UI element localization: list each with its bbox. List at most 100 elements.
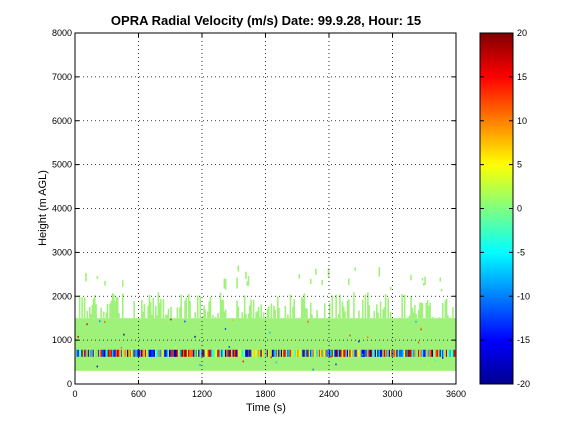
velocity-cell — [133, 349, 135, 357]
velocity-cell — [330, 349, 332, 357]
velocity-cell — [417, 341, 420, 344]
velocity-cell — [109, 349, 111, 357]
velocity-cell — [434, 359, 436, 362]
velocity-cell — [129, 349, 132, 357]
velocity-cell — [436, 349, 439, 357]
echo-column — [438, 317, 440, 319]
echo-column — [401, 294, 403, 319]
velocity-cell — [82, 349, 85, 357]
velocity-cell — [227, 349, 229, 357]
velocity-cell — [175, 349, 177, 357]
velocity-cell — [312, 368, 314, 371]
echo-column — [301, 297, 303, 319]
velocity-cell — [134, 349, 137, 357]
echo-column — [165, 314, 167, 319]
x-tick-label: 3600 — [446, 389, 466, 399]
velocity-cell — [188, 349, 190, 357]
echo-column — [114, 301, 116, 319]
velocity-cell — [273, 349, 275, 357]
y-tick-label: 8000 — [52, 28, 72, 38]
velocity-cell — [162, 349, 165, 357]
echo-column — [303, 293, 306, 319]
echo-column — [143, 303, 146, 319]
echo-column — [379, 301, 382, 319]
velocity-cell — [226, 349, 228, 357]
velocity-cell — [218, 349, 221, 357]
velocity-cell — [450, 349, 453, 357]
echo-column — [109, 303, 111, 319]
echo-column — [341, 301, 344, 319]
velocity-cell — [204, 349, 207, 357]
echo-column — [155, 305, 157, 319]
velocity-cell — [113, 349, 115, 357]
echo-column — [95, 304, 97, 319]
velocity-cell — [209, 349, 212, 357]
velocity-cell — [285, 349, 288, 357]
velocity-cell — [138, 349, 141, 357]
velocity-cell — [337, 349, 340, 357]
velocity-cell — [250, 349, 252, 357]
velocity-cell — [421, 349, 424, 357]
velocity-cell — [349, 349, 351, 357]
echo-column — [217, 313, 219, 319]
echo-column — [403, 294, 406, 319]
velocity-cell — [75, 349, 77, 357]
velocity-cell — [237, 349, 240, 357]
velocity-cell — [341, 349, 344, 357]
velocity-cell — [405, 349, 407, 357]
echo-column — [389, 311, 392, 319]
echo-column — [276, 296, 279, 319]
echo-column — [224, 309, 227, 319]
velocity-cell — [99, 320, 101, 323]
velocity-cell — [91, 349, 94, 357]
velocity-cell — [127, 349, 129, 357]
echo-column — [162, 299, 165, 319]
velocity-cell — [116, 349, 119, 357]
echo-column — [133, 301, 135, 319]
velocity-cell — [209, 367, 211, 370]
velocity-cell — [210, 349, 213, 357]
echo-patch — [315, 268, 317, 275]
echo-column — [342, 306, 345, 319]
echo-column — [91, 304, 94, 319]
echo-column — [92, 298, 95, 319]
velocity-cell — [229, 349, 232, 357]
velocity-cell — [194, 335, 196, 338]
velocity-cell — [360, 349, 363, 357]
velocity-cell — [91, 340, 93, 343]
velocity-cell — [308, 349, 311, 357]
velocity-cell — [325, 349, 327, 357]
velocity-cell — [345, 349, 348, 357]
velocity-cell — [362, 353, 364, 356]
echo-column — [202, 315, 204, 319]
velocity-cell — [246, 349, 249, 357]
velocity-cell — [415, 320, 417, 323]
velocity-cell — [416, 349, 419, 357]
echo-column — [257, 307, 260, 319]
velocity-cell — [152, 349, 155, 357]
velocity-cell — [92, 349, 95, 357]
velocity-cell — [86, 323, 88, 326]
echo-column — [204, 309, 207, 319]
velocity-cell — [265, 349, 268, 357]
echo-column — [111, 293, 114, 319]
echo-column — [214, 317, 217, 319]
velocity-cell — [388, 349, 391, 357]
echo-patch — [421, 277, 424, 281]
echo-column — [421, 303, 424, 319]
velocity-cell — [147, 349, 149, 357]
velocity-cell — [214, 349, 217, 357]
echo-column — [387, 297, 389, 319]
echo-column — [304, 308, 307, 319]
velocity-cell — [372, 349, 374, 357]
echo-column — [212, 315, 214, 319]
x-tick-label: 1800 — [255, 389, 275, 399]
echo-column — [236, 300, 238, 319]
echo-column — [121, 293, 124, 319]
velocity-cell — [87, 349, 90, 357]
echo-patch — [378, 267, 381, 277]
velocity-cell — [242, 360, 244, 363]
velocity-cell — [81, 349, 83, 357]
echo-patch — [298, 274, 301, 279]
echo-column — [147, 305, 149, 319]
